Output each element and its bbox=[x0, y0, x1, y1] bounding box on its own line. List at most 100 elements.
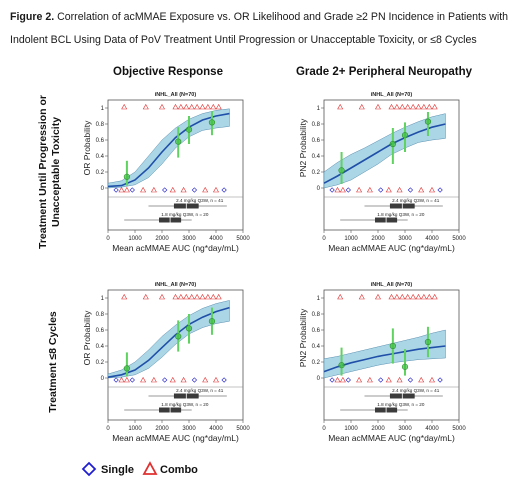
x-tick-label: 2000 bbox=[371, 236, 385, 242]
combo-marker bbox=[337, 103, 344, 110]
y-tick-label: 0.6 bbox=[312, 328, 321, 334]
fitted-curve bbox=[323, 123, 446, 184]
y-tick-label: 0.4 bbox=[96, 154, 105, 160]
x-tick-label: 4000 bbox=[209, 426, 223, 432]
single-legend-icon bbox=[81, 461, 97, 477]
combo-marker bbox=[396, 186, 403, 193]
chart-panel-2: iNHL_All (N=70) 0 0.2 0.4 0.6 0.8 1 0 1000 2000 30… bbox=[298, 92, 466, 253]
single-marker bbox=[221, 377, 227, 383]
combo-marker bbox=[366, 186, 373, 193]
combo-marker bbox=[194, 103, 201, 110]
x-tick-label: 2000 bbox=[155, 236, 169, 242]
x-axis-label: Mean acMMAE AUC (ng*day/mL) bbox=[112, 433, 239, 443]
single-marker bbox=[113, 187, 119, 193]
observed-point bbox=[175, 138, 182, 145]
combo-marker bbox=[396, 376, 403, 383]
figure-caption: Figure 2. Correlation of acMMAE Exposure… bbox=[10, 6, 514, 52]
combo-marker bbox=[215, 103, 222, 110]
combo-marker bbox=[169, 186, 176, 193]
observed-point bbox=[123, 365, 130, 372]
chart-panel-4: iNHL_All (N=70) 0 0.2 0.4 0.6 0.8 1 0 1000 2000 30… bbox=[298, 282, 466, 443]
combo-marker bbox=[339, 376, 346, 383]
legend-combo-label: Combo bbox=[160, 464, 198, 476]
combo-marker bbox=[123, 186, 130, 193]
row-titles: Treatment Until Progression or Unaccepta… bbox=[37, 95, 62, 413]
observed-point bbox=[401, 363, 409, 370]
combo-marker bbox=[431, 103, 438, 110]
panel-label: iNHL_All (N=70) bbox=[155, 92, 197, 98]
x-axis-label: Mean acMMAE AUC (ng*day/mL) bbox=[328, 433, 455, 443]
combo-marker bbox=[210, 293, 217, 300]
single-marker bbox=[129, 187, 135, 193]
combo-marker bbox=[121, 103, 128, 110]
single-marker bbox=[329, 377, 335, 383]
single-marker bbox=[437, 187, 443, 193]
x-tick-label: 3000 bbox=[398, 426, 412, 432]
x-tick-label: 1000 bbox=[344, 426, 358, 432]
row-title-8-cycles: Treatment ≤8 Cycles bbox=[47, 311, 59, 413]
y-tick-label: 0.8 bbox=[96, 312, 105, 318]
caption-label: Figure 2. bbox=[10, 11, 55, 23]
fitted-curve bbox=[107, 306, 230, 378]
combo-marker bbox=[172, 103, 179, 110]
y-tick-label: 0 bbox=[101, 186, 105, 192]
combo-marker bbox=[374, 103, 382, 110]
combo-marker bbox=[180, 376, 187, 383]
single-marker bbox=[345, 187, 351, 193]
combo-marker bbox=[199, 293, 206, 300]
combo-marker bbox=[420, 103, 427, 110]
x-tick-label: 3000 bbox=[182, 236, 196, 242]
y-tick-label: 0.8 bbox=[312, 312, 321, 318]
y-tick-label: 1 bbox=[317, 106, 321, 112]
confidence-band bbox=[323, 329, 446, 379]
combo-marker bbox=[393, 103, 400, 110]
combo-marker bbox=[356, 186, 363, 193]
legend: Single Combo bbox=[81, 461, 198, 477]
combo-marker bbox=[142, 103, 149, 110]
combo-marker bbox=[204, 103, 211, 110]
combo-marker bbox=[356, 376, 363, 383]
x-tick-label: 5000 bbox=[236, 426, 250, 432]
combo-marker bbox=[410, 293, 417, 300]
y-tick-label: 0.6 bbox=[96, 328, 105, 334]
combo-marker bbox=[210, 103, 217, 110]
combo-marker bbox=[385, 376, 392, 383]
chart-panel-1: iNHL_All (N=70) 0 0.2 0.4 0.6 0.8 1 0 1000 2000 30… bbox=[82, 92, 250, 253]
y-tick-label: 0.4 bbox=[312, 344, 321, 350]
combo-marker bbox=[188, 293, 195, 300]
dose-label: 2.4 mg/kg Q3W, n = 41 bbox=[392, 388, 440, 393]
combo-marker bbox=[334, 376, 341, 383]
y-tick-label: 0 bbox=[317, 376, 321, 382]
x-tick-label: 3000 bbox=[182, 426, 196, 432]
x-axis-label: Mean acMMAE AUC (ng*day/mL) bbox=[112, 243, 239, 253]
observed-point bbox=[185, 325, 193, 332]
y-tick-label: 0 bbox=[317, 186, 321, 192]
single-marker bbox=[113, 377, 119, 383]
combo-marker bbox=[418, 376, 425, 383]
x-tick-label: 5000 bbox=[452, 236, 466, 242]
y-tick-label: 0.4 bbox=[96, 344, 105, 350]
panel-label: iNHL_All (N=70) bbox=[155, 282, 197, 288]
combo-marker bbox=[188, 103, 195, 110]
combo-marker bbox=[177, 103, 184, 110]
combo-marker bbox=[428, 376, 436, 383]
single-marker bbox=[221, 187, 227, 193]
combo-marker bbox=[158, 293, 166, 300]
y-tick-label: 0.6 bbox=[312, 138, 321, 144]
col-title-pn: Grade 2+ Peripheral Neuropathy bbox=[296, 66, 473, 78]
x-tick-label: 5000 bbox=[452, 426, 466, 432]
single-marker bbox=[378, 377, 384, 383]
combo-marker bbox=[150, 376, 157, 383]
y-tick-label: 1 bbox=[317, 296, 321, 302]
column-titles: Objective Response Grade 2+ Peripheral N… bbox=[113, 66, 473, 78]
combo-marker bbox=[142, 293, 149, 300]
combo-marker bbox=[169, 376, 176, 383]
combo-marker bbox=[212, 376, 220, 383]
observed-point bbox=[208, 119, 216, 126]
combo-marker bbox=[172, 293, 179, 300]
combo-marker bbox=[123, 376, 130, 383]
combo-marker bbox=[404, 293, 411, 300]
combo-legend-icon bbox=[142, 461, 158, 475]
x-tick-label: 1000 bbox=[128, 426, 142, 432]
combo-marker bbox=[204, 293, 211, 300]
